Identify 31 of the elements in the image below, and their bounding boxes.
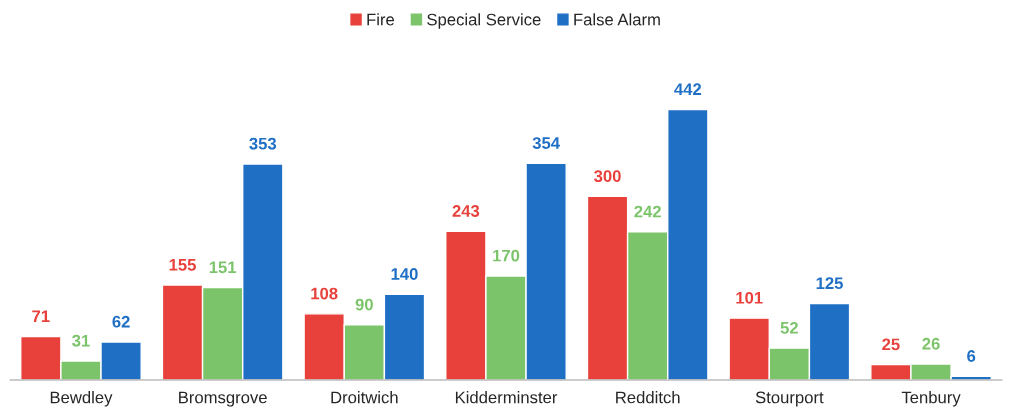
legend-label: False Alarm — [574, 13, 660, 26]
x-tick-label: Bromsgrove — [179, 391, 267, 407]
data-label: 243 — [452, 205, 480, 217]
data-label: 442 — [674, 83, 702, 95]
data-label: 101 — [736, 291, 763, 304]
x-tick-label: Redditch — [616, 391, 680, 404]
legend-label: Fire — [367, 13, 395, 26]
data-label: 90 — [355, 298, 373, 311]
data-label: 71 — [32, 310, 50, 322]
data-label: 31 — [72, 334, 90, 347]
data-label: 354 — [532, 137, 560, 149]
data-label: 52 — [780, 321, 798, 334]
data-label: 26 — [922, 337, 940, 350]
x-tick-label: Tenbury — [901, 391, 961, 407]
x-tick-label: Bewdley — [50, 391, 113, 407]
legend-label: Special Service — [427, 13, 541, 29]
data-label: 155 — [169, 259, 196, 271]
data-label: 6 — [967, 350, 976, 362]
x-tick-label: Kidderminster — [455, 391, 558, 404]
data-label: 140 — [391, 268, 418, 280]
data-label: 125 — [816, 277, 843, 290]
x-tick-label: Droitwich — [331, 391, 398, 404]
data-label: 242 — [634, 205, 661, 218]
data-label: 300 — [594, 170, 621, 183]
data-label: 170 — [493, 249, 520, 262]
x-tick-label: Stourport — [755, 391, 824, 407]
data-label: 62 — [112, 315, 130, 328]
data-label: 25 — [882, 338, 900, 351]
data-label: 353 — [249, 137, 277, 150]
data-label: 108 — [311, 287, 338, 300]
data-label: 151 — [209, 261, 237, 274]
